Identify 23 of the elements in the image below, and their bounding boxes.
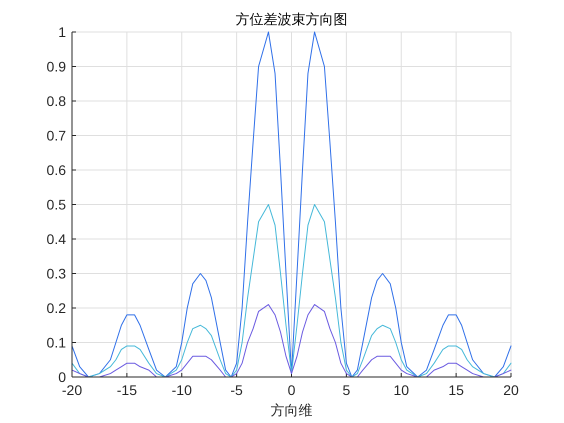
- x-tick-label: 5: [342, 382, 350, 398]
- y-tick-label: 0.2: [46, 300, 66, 316]
- line-series: [72, 32, 512, 378]
- x-tick-label: 0: [288, 382, 296, 398]
- y-tick-label: 0.8: [46, 93, 66, 109]
- x-tick-label: 15: [448, 382, 464, 398]
- y-tick-label: 0.1: [46, 334, 66, 350]
- y-tick-label: 0.7: [46, 128, 66, 144]
- y-tick-label: 0.6: [46, 162, 66, 178]
- y-tick-label: 1: [58, 24, 66, 40]
- chart-title: 方位差波束方向图: [236, 12, 348, 28]
- x-tick-label: -20: [62, 382, 82, 398]
- x-tick-label: -10: [172, 382, 192, 398]
- y-tick-label: 0.3: [46, 266, 66, 282]
- x-tick-label: -5: [230, 382, 244, 398]
- y-tick-label: 0.4: [46, 231, 66, 247]
- x-axis-title: 方向维: [270, 403, 312, 419]
- x-tick-label: -15: [116, 382, 138, 398]
- y-tick-label: 0.5: [46, 196, 66, 212]
- x-tick-label: 10: [393, 382, 410, 398]
- y-tick-label: 0: [58, 369, 66, 385]
- y-tick-label: 0.9: [46, 58, 66, 74]
- x-tick-label: 20: [503, 382, 519, 398]
